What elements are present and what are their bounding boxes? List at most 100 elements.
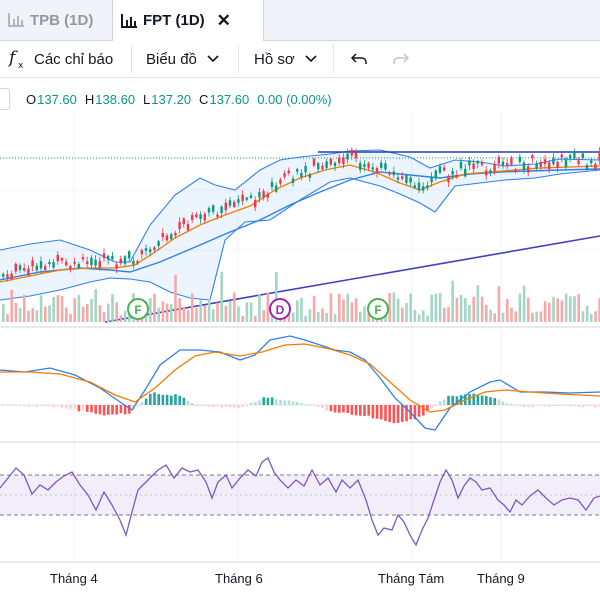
event-marker-d[interactable]: D bbox=[269, 298, 291, 320]
toolbar-divider bbox=[238, 45, 239, 73]
candle-body bbox=[111, 255, 114, 260]
profile-dropdown[interactable]: Hồ sơ bbox=[254, 41, 317, 77]
candle-body bbox=[380, 162, 383, 168]
volume-bar bbox=[422, 310, 425, 322]
macd-histogram-bar bbox=[426, 405, 429, 412]
volume-bar bbox=[426, 315, 429, 322]
volume-bar bbox=[539, 311, 543, 322]
macd-histogram-bar bbox=[287, 400, 291, 405]
volume-bar bbox=[14, 302, 18, 322]
candle-body bbox=[136, 261, 139, 264]
macd-histogram-bar bbox=[375, 405, 379, 419]
tab-label: FPT (1D) bbox=[143, 12, 205, 29]
volume-bar bbox=[249, 302, 253, 322]
candle-body bbox=[199, 214, 202, 220]
candle-body bbox=[317, 163, 320, 170]
macd-histogram-bar bbox=[371, 405, 375, 419]
macd-histogram-bar bbox=[258, 400, 261, 405]
svg-text:x: x bbox=[18, 61, 24, 70]
volume-bar bbox=[308, 309, 312, 322]
legend-collapse-handle[interactable] bbox=[0, 88, 10, 110]
volume-bar bbox=[413, 309, 417, 322]
macd-histogram-bar bbox=[476, 395, 480, 405]
candle-body bbox=[39, 261, 43, 269]
macd-histogram-bar bbox=[422, 405, 425, 416]
tab-tpb[interactable]: TPB (1D) bbox=[0, 0, 112, 40]
macd-histogram-bar bbox=[501, 401, 505, 405]
macd-histogram-bar bbox=[56, 405, 60, 407]
macd-histogram-bar bbox=[128, 405, 131, 414]
volume-bar bbox=[44, 306, 47, 322]
event-marker-f2[interactable]: F bbox=[367, 298, 389, 320]
volume-bar bbox=[405, 302, 408, 322]
ohlc-legend: O 137.60 H 138.60 L 137.20 C 137.60 0.00… bbox=[0, 88, 340, 110]
function-fx-icon: f x bbox=[8, 48, 24, 70]
macd-histogram-bar bbox=[556, 405, 559, 406]
volume-bar bbox=[123, 310, 127, 322]
volume-bar bbox=[342, 299, 345, 322]
volume-bar bbox=[39, 295, 43, 322]
candle-body bbox=[585, 165, 589, 170]
candle-body bbox=[182, 218, 185, 225]
candle-body bbox=[73, 261, 76, 264]
bollinger-band-fill bbox=[0, 150, 600, 300]
macd-histogram-bar bbox=[564, 405, 568, 406]
volume-bar bbox=[296, 300, 299, 322]
macd-histogram-bar bbox=[2, 404, 5, 406]
profile-label: Hồ sơ bbox=[254, 50, 295, 68]
candlestick-series bbox=[2, 147, 600, 282]
candle-body bbox=[174, 232, 177, 236]
volume-bar bbox=[207, 299, 211, 322]
candle-body bbox=[510, 157, 513, 165]
candle-body bbox=[438, 166, 442, 173]
candle-body bbox=[518, 156, 521, 162]
volume-bar bbox=[489, 309, 492, 322]
macd-histogram-bar bbox=[468, 394, 471, 405]
volume-bar bbox=[388, 292, 391, 322]
macd-histogram-bar bbox=[312, 405, 316, 407]
volume-bar bbox=[27, 310, 30, 322]
candle-body bbox=[359, 163, 362, 170]
chart-type-dropdown[interactable]: Biểu đồ bbox=[146, 41, 219, 77]
macd-histogram-bar bbox=[594, 405, 597, 408]
macd-histogram-bar bbox=[233, 405, 236, 408]
candle-body bbox=[128, 251, 131, 259]
volume-bar bbox=[594, 311, 597, 322]
candle-body bbox=[590, 160, 593, 164]
volume-bar bbox=[577, 294, 580, 322]
undo-button[interactable] bbox=[350, 41, 368, 77]
candle-body bbox=[384, 163, 387, 170]
candle-body bbox=[224, 202, 227, 211]
macd-histogram-bar bbox=[245, 405, 249, 406]
indicators-button[interactable]: f x Các chỉ báo bbox=[8, 41, 113, 77]
macd-histogram-bar bbox=[228, 405, 232, 408]
redo-button[interactable] bbox=[392, 41, 410, 77]
candle-body bbox=[245, 197, 248, 200]
volume-bar bbox=[56, 295, 60, 322]
horizontal-gridlines bbox=[0, 189, 600, 251]
volume-bar bbox=[485, 304, 488, 322]
candle-body bbox=[350, 149, 353, 156]
candle-body bbox=[48, 262, 51, 265]
macd-histogram-bar bbox=[577, 405, 580, 407]
macd-histogram-bar bbox=[560, 405, 564, 406]
tab-fpt[interactable]: FPT (1D) ✕ bbox=[112, 0, 264, 41]
event-marker-f1[interactable]: F bbox=[127, 298, 149, 320]
macd-histogram-bar bbox=[178, 395, 181, 405]
volume-bar bbox=[590, 314, 593, 322]
macd-histogram-bar bbox=[165, 394, 169, 405]
candle-body bbox=[44, 265, 47, 270]
volume-bar bbox=[178, 297, 181, 322]
macd-histogram-bar bbox=[485, 395, 488, 405]
candle-body bbox=[485, 170, 488, 176]
volume-bar bbox=[569, 296, 572, 322]
close-icon[interactable]: ✕ bbox=[216, 10, 231, 30]
volume-bar bbox=[48, 305, 51, 322]
macd-histogram-bar bbox=[514, 405, 517, 407]
macd-histogram-bar bbox=[338, 405, 341, 413]
candle-body bbox=[275, 185, 278, 192]
candle-body bbox=[249, 195, 253, 198]
volume-bar bbox=[493, 313, 496, 322]
bollinger-lower-band bbox=[0, 169, 600, 301]
